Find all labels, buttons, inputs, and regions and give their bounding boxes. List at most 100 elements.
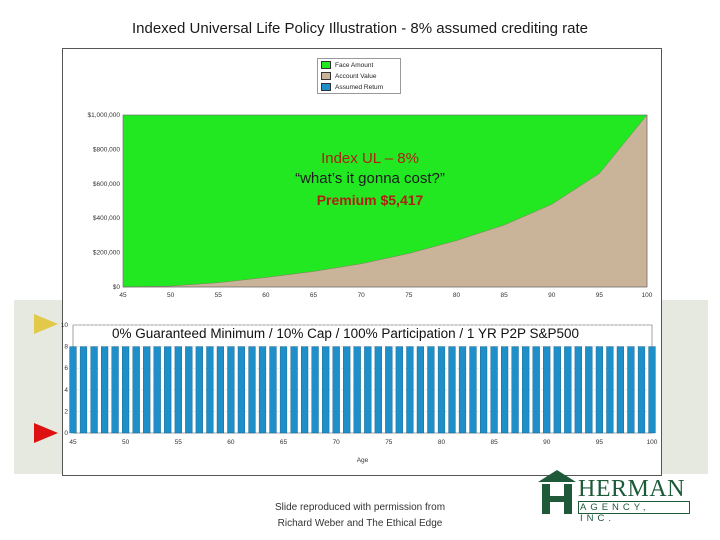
return-bar xyxy=(185,346,193,434)
bar-x-axis-label: Age xyxy=(357,457,369,464)
x-tick-label: 90 xyxy=(548,292,556,299)
return-bar xyxy=(522,346,530,434)
bar-x-tick-label: 55 xyxy=(175,439,183,446)
return-bar xyxy=(564,346,572,434)
x-tick-label: 100 xyxy=(642,292,653,299)
y-tick-label: $1,000,000 xyxy=(87,112,120,119)
return-bar xyxy=(164,346,172,434)
bar-x-tick-label: 65 xyxy=(280,439,288,446)
return-bar xyxy=(364,346,372,434)
return-bar xyxy=(595,346,604,434)
bar-y-tick-label: 8 xyxy=(64,344,68,351)
return-bar xyxy=(79,346,88,434)
return-bar xyxy=(69,346,77,434)
legend-swatch xyxy=(321,61,331,69)
overlay-cost-question: “what’s it gonna cost?” xyxy=(295,170,445,187)
bar-x-tick-label: 75 xyxy=(385,439,393,446)
return-bar xyxy=(637,346,646,434)
account-value-area xyxy=(122,114,648,288)
return-bar xyxy=(153,346,161,434)
return-bar xyxy=(227,346,235,434)
return-bar xyxy=(427,346,435,434)
y-tick-label: $600,000 xyxy=(93,181,120,188)
legend: Face Amount Account Value Assumed Return xyxy=(317,58,401,94)
bar-y-tick-label: 0 xyxy=(64,430,68,437)
return-bar xyxy=(143,346,151,434)
logo-mark-icon xyxy=(538,470,576,514)
x-tick-label: 55 xyxy=(215,292,223,299)
legend-item-face: Face Amount xyxy=(318,60,400,70)
caption-line: Richard Weber and The Ethical Edge xyxy=(277,518,443,529)
return-bar xyxy=(553,346,561,434)
bar-x-tick-label: 70 xyxy=(333,439,341,446)
return-bar xyxy=(206,346,214,434)
x-tick-label: 80 xyxy=(453,292,461,299)
return-bar xyxy=(395,346,403,434)
bar-y-tick-label: 4 xyxy=(64,387,68,394)
return-bar xyxy=(416,346,425,434)
return-bar xyxy=(469,346,477,434)
return-bar xyxy=(606,346,614,434)
x-tick-label: 70 xyxy=(358,292,366,299)
area-plot-border xyxy=(122,114,648,288)
logo-sub: AGENCY, INC. xyxy=(580,502,650,524)
return-bar xyxy=(216,346,225,434)
herman-agency-logo: HERMAN AGENCY, INC. xyxy=(538,468,690,524)
return-bar xyxy=(627,346,635,434)
return-bar xyxy=(353,346,361,434)
caption: Slide reproduced with permission from Ri… xyxy=(235,500,485,532)
x-tick-label: 95 xyxy=(596,292,604,299)
logo-name: HERMAN xyxy=(578,476,686,502)
bar-x-tick-label: 100 xyxy=(647,439,658,446)
y-tick-label: $400,000 xyxy=(93,215,120,222)
return-bar xyxy=(406,346,414,434)
return-bar xyxy=(100,346,109,434)
bar-x-tick-label: 45 xyxy=(69,439,77,446)
return-bar xyxy=(301,346,309,434)
return-bar xyxy=(648,346,656,434)
return-bar xyxy=(237,346,246,434)
return-bar xyxy=(195,346,203,434)
slide-title: Indexed Universal Life Policy Illustrati… xyxy=(131,20,589,37)
x-tick-label: 85 xyxy=(500,292,508,299)
y-tick-label: $200,000 xyxy=(93,250,120,257)
overlay-index-ul: Index UL – 8% xyxy=(321,150,419,167)
legend-item-account: Account Value xyxy=(318,71,400,81)
red-arrow-icon xyxy=(34,423,58,443)
bar-x-tick-label: 60 xyxy=(227,439,235,446)
return-bar xyxy=(121,346,130,434)
return-bar xyxy=(532,346,540,434)
return-bar xyxy=(374,346,382,434)
return-bar xyxy=(543,346,551,434)
legend-item-return: Assumed Return xyxy=(318,82,400,92)
return-bar xyxy=(616,346,625,434)
return-bar xyxy=(511,346,519,434)
bar-x-tick-label: 90 xyxy=(543,439,551,446)
yellow-arrow-icon xyxy=(34,314,58,334)
bar-x-tick-label: 80 xyxy=(438,439,446,446)
return-bar xyxy=(248,346,256,434)
return-bar xyxy=(585,346,593,434)
caption-line: Slide reproduced with permission from xyxy=(274,502,446,513)
return-bar xyxy=(311,346,319,434)
x-tick-label: 50 xyxy=(167,292,175,299)
overlay-premium: Premium $5,417 xyxy=(316,192,424,208)
overlay-crediting-terms: 0% Guaranteed Minimum / 10% Cap / 100% P… xyxy=(112,326,580,341)
legend-label: Assumed Return xyxy=(335,83,384,91)
return-bar xyxy=(574,346,582,434)
return-bar xyxy=(458,346,467,434)
return-bar xyxy=(437,346,446,434)
return-bar xyxy=(111,346,119,434)
bar-x-tick-label: 50 xyxy=(122,439,130,446)
y-tick-label: $0 xyxy=(113,284,121,291)
return-bar xyxy=(490,346,498,434)
bar-y-tick-label: 2 xyxy=(64,408,68,415)
bar-x-tick-label: 85 xyxy=(490,439,498,446)
legend-label: Account Value xyxy=(335,72,377,80)
x-tick-label: 60 xyxy=(262,292,270,299)
legend-swatch xyxy=(321,83,331,91)
y-tick-label: $800,000 xyxy=(93,146,120,153)
return-bar xyxy=(132,346,140,434)
return-bar xyxy=(258,346,267,434)
